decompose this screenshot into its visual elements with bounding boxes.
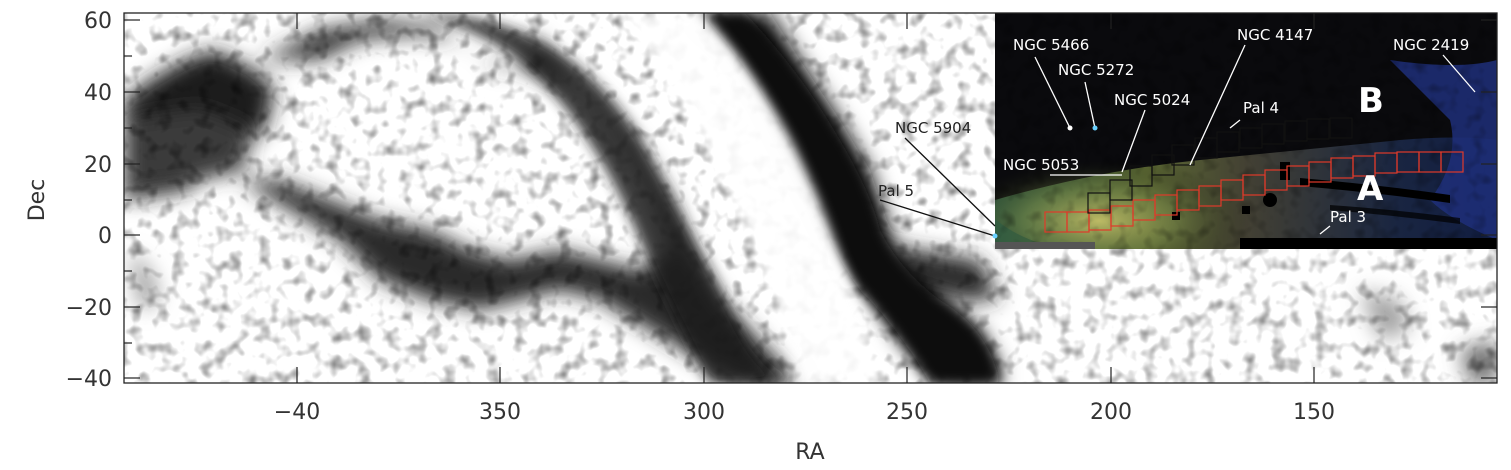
label-stream-B: B (1358, 81, 1384, 121)
label-ngc5272: NGC 5272 (1058, 61, 1134, 79)
label-pal3: Pal 3 (1330, 208, 1366, 226)
ngc5466-marker (1067, 125, 1073, 131)
axis-ticks (124, 13, 1497, 383)
y-tick-label: 0 (98, 224, 112, 249)
stream-A-boxes (1044, 151, 1464, 233)
y-axis-title: Dec (25, 179, 50, 222)
y-tick-label: −20 (66, 296, 112, 321)
ngc5272-marker (1092, 125, 1098, 131)
label-ngc5466: NGC 5466 (1013, 36, 1089, 54)
x-tick-label: 350 (479, 400, 521, 425)
label-ngc4147: NGC 4147 (1237, 26, 1313, 44)
x-tick-label: 150 (1293, 400, 1335, 425)
y-tick-label: 60 (84, 9, 112, 34)
x-tick-label: 250 (886, 400, 928, 425)
inset-image (995, 13, 1497, 249)
pal5-marker (992, 233, 998, 239)
y-tick-label: −40 (66, 367, 112, 392)
y-tick-label: 40 (84, 81, 112, 106)
y-tick-label: 20 (84, 153, 112, 178)
label-pal4: Pal 4 (1243, 99, 1279, 117)
x-tick-label: −40 (274, 400, 320, 425)
annotation-leaders (1034, 44, 1476, 235)
x-tick-label: 300 (683, 400, 725, 425)
label-ngc5904: NGC 5904 (895, 119, 971, 137)
plot-frame (123, 12, 1498, 384)
label-pal5: Pal 5 (878, 182, 914, 200)
label-stream-A: A (1357, 169, 1384, 209)
label-ngc2419: NGC 2419 (1393, 36, 1469, 54)
pointer-lines-outside (879, 137, 996, 237)
label-ngc5024: NGC 5024 (1114, 91, 1190, 109)
x-axis-title: RA (795, 440, 824, 465)
label-ngc5053: NGC 5053 (1003, 156, 1079, 174)
x-tick-label: 200 (1090, 400, 1132, 425)
